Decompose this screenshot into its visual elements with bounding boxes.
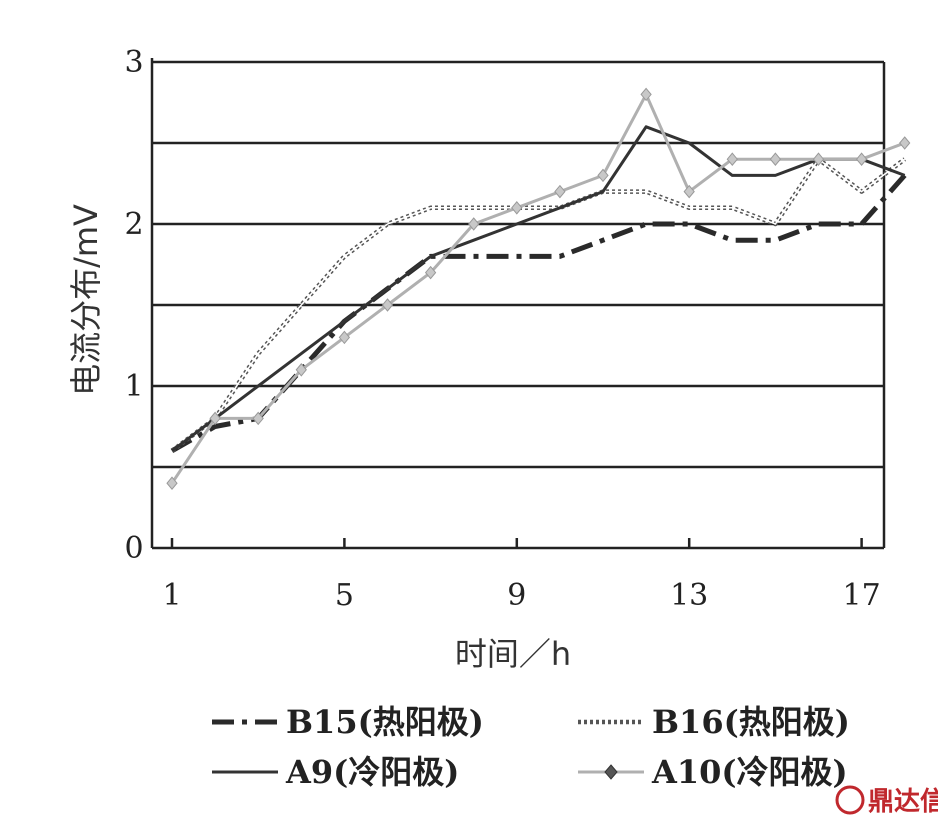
series-point xyxy=(511,201,523,215)
series-point xyxy=(597,168,609,183)
legend-label: B15(热阳极) xyxy=(286,703,484,741)
x-tick-label: 13 xyxy=(670,578,708,613)
series-point xyxy=(726,152,738,166)
y-tick-label: 0 xyxy=(124,531,143,566)
series-point xyxy=(209,411,221,426)
series-point xyxy=(812,152,825,166)
series-point xyxy=(855,152,868,166)
legend-label: B16(热阳极) xyxy=(652,703,850,741)
y-tick-label: 3 xyxy=(124,45,143,80)
y-tick-label: 1 xyxy=(124,369,143,404)
legend: B15(热阳极) B16(热阳极) A9(冷阳极) A10(冷阳极) xyxy=(212,703,850,791)
legend-label: A10(冷阳极) xyxy=(651,753,848,791)
series-point xyxy=(769,152,782,166)
series-point xyxy=(554,184,566,199)
series-point xyxy=(381,298,394,312)
grid-lines xyxy=(152,60,884,469)
series-point xyxy=(252,411,264,426)
watermark-logo-icon xyxy=(835,785,865,815)
series-line-3 xyxy=(171,125,906,452)
series-point xyxy=(338,330,351,345)
series-point xyxy=(640,87,652,102)
legend-label: A9(冷阳极) xyxy=(285,753,459,791)
y-axis-label: 电流分布/mV xyxy=(67,204,105,396)
x-axis-label: 时间／h xyxy=(455,635,571,673)
series-line-4 xyxy=(170,92,906,485)
x-tick-label: 17 xyxy=(843,578,881,613)
x-tick-label: 9 xyxy=(507,578,526,613)
axes xyxy=(150,58,886,550)
series-point xyxy=(899,136,911,150)
series-lines xyxy=(166,87,911,490)
y-tick-label: 2 xyxy=(124,207,143,242)
x-tick-label: 1 xyxy=(162,578,181,613)
series-line-2-inner xyxy=(171,158,906,452)
series-point xyxy=(468,217,480,231)
series-point xyxy=(424,265,437,280)
series-point xyxy=(166,476,178,490)
watermark: 鼎达信 xyxy=(835,785,938,817)
x-tick-label: 5 xyxy=(335,578,354,613)
watermark-text: 鼎达信 xyxy=(868,787,938,817)
legend-marker xyxy=(604,764,618,780)
series-point xyxy=(295,363,307,377)
series-point xyxy=(683,184,695,199)
